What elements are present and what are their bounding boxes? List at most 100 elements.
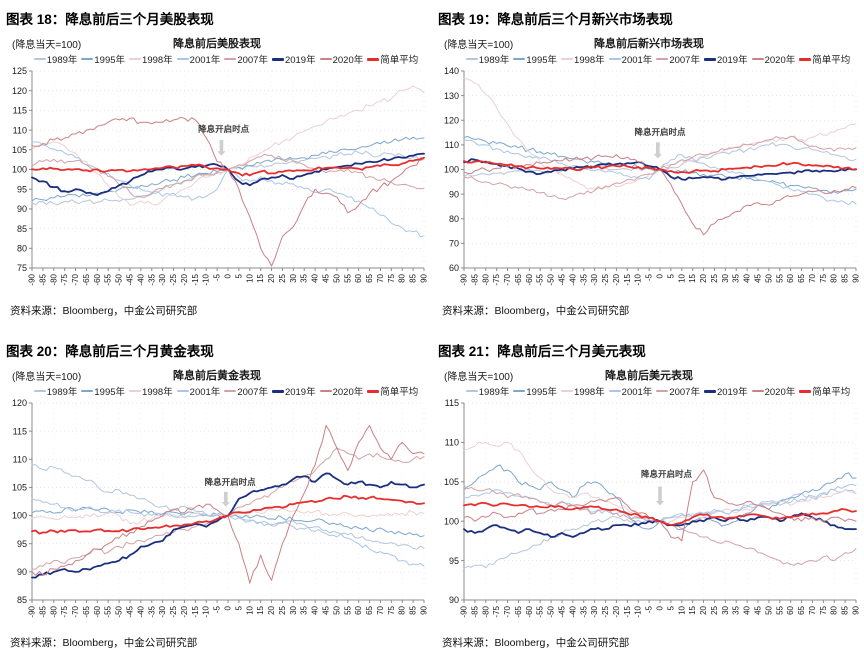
- x-tick-label: 5: [666, 273, 675, 278]
- x-tick-label: 20: [267, 605, 276, 614]
- x-tick-label: 60: [786, 605, 795, 614]
- x-tick-label: 35: [732, 605, 741, 614]
- y-tick-label: 115: [445, 398, 459, 408]
- cut-day-annotation: 降息开启时点: [641, 469, 693, 506]
- legend-label: 2020年: [764, 55, 796, 66]
- legend-label: 1989年: [46, 55, 78, 66]
- x-tick-label: 40: [311, 605, 320, 614]
- legend-swatch: [656, 390, 669, 392]
- legend-item-2001年: 2001年: [176, 52, 221, 66]
- legend-label: 1995年: [526, 55, 558, 66]
- x-tick-label: -85: [470, 605, 479, 617]
- legend-swatch: [81, 390, 94, 392]
- y-tick-label: 90: [17, 204, 27, 214]
- down-arrow-icon: [221, 491, 231, 507]
- chart-20-unit-label: (降息当天=100): [12, 372, 82, 383]
- x-tick-label: 50: [764, 605, 773, 614]
- y-tick-label: 100: [444, 516, 459, 526]
- y-tick-label: 60: [449, 263, 459, 273]
- legend-swatch: [81, 58, 94, 60]
- y-tick-label: 90: [449, 189, 459, 199]
- x-tick-label: 5: [666, 605, 675, 610]
- legend-item-2001年: 2001年: [608, 384, 652, 398]
- x-tick-label: -5: [213, 605, 222, 613]
- x-tick-label: -60: [525, 273, 534, 285]
- legend-label: 1998年: [574, 55, 605, 66]
- legend-swatch: [561, 390, 574, 392]
- y-tick-label: 100: [12, 511, 27, 521]
- x-tick-label: 0: [224, 605, 233, 610]
- x-tick-label: -20: [180, 273, 189, 285]
- legend-item-2007年: 2007年: [656, 384, 700, 398]
- legend-label: 1995年: [526, 387, 558, 398]
- x-tick-label: 25: [278, 605, 287, 614]
- x-tick-label: 30: [289, 273, 298, 282]
- x-tick-label: -45: [126, 273, 135, 285]
- legend-label: 2001年: [189, 55, 221, 66]
- x-tick-label: 60: [354, 605, 363, 614]
- legend-label: 1989年: [478, 55, 510, 66]
- legend-item-1995年: 1995年: [513, 52, 557, 66]
- chart-18-source: 资料来源：Bloomberg，中金公司研究部: [10, 305, 198, 317]
- x-tick-label: -50: [547, 273, 556, 285]
- y-tick-label: 90: [17, 567, 27, 577]
- legend-item-1995年: 1995年: [513, 384, 557, 398]
- legend-item-2019年: 2019年: [703, 52, 748, 66]
- x-tick-label: -10: [634, 605, 643, 617]
- x-tick-label: -65: [82, 605, 91, 617]
- x-tick-label: 70: [376, 605, 385, 614]
- x-tick-label: -35: [147, 273, 156, 285]
- x-tick-label: -40: [568, 273, 577, 285]
- legend-swatch: [799, 389, 812, 393]
- legend-label: 1998年: [142, 55, 173, 66]
- legend-label: 1995年: [94, 55, 126, 66]
- series-line-2019年: [31, 472, 425, 579]
- legend-swatch: [271, 389, 284, 393]
- x-tick-label: 40: [311, 273, 320, 282]
- x-tick-label: 75: [819, 605, 828, 614]
- annotation-label: 降息开启时点: [205, 477, 257, 487]
- y-tick-label: 105: [12, 483, 27, 493]
- y-tick-label: 80: [17, 243, 27, 253]
- chart-panel-20: 图表 20：降息前后三个月黄金表现 (降息当天=100) 降息前后黄金表现 19…: [0, 332, 432, 664]
- x-tick-label: 10: [245, 605, 254, 614]
- chart-21-unit-label: (降息当天=100): [444, 372, 514, 383]
- x-tick-label: 65: [365, 273, 374, 282]
- x-tick-label: -40: [136, 273, 145, 285]
- y-tick-label: 80: [449, 214, 459, 224]
- x-tick-label: 25: [278, 273, 287, 282]
- legend-item-1998年: 1998年: [561, 384, 605, 398]
- legend-item-1995年: 1995年: [81, 52, 125, 66]
- chart-19-title: 降息前后新兴市场表现: [594, 38, 704, 50]
- legend-label: 简单平均: [380, 55, 419, 66]
- x-tick-label: 75: [387, 273, 396, 282]
- x-tick-label: -10: [202, 273, 211, 285]
- chart-19-heading: 图表 19：降息前后三个月新兴市场表现: [438, 12, 673, 27]
- x-tick-label: -65: [514, 605, 523, 617]
- cut-day-annotation: 降息开启时点: [205, 477, 257, 507]
- x-tick-label: 0: [656, 273, 665, 278]
- legend-swatch: [608, 390, 621, 392]
- legend-swatch: [799, 57, 812, 61]
- x-tick-label: -20: [180, 605, 189, 617]
- legend-label: 1998年: [142, 387, 173, 398]
- chart-21-title: 降息前后美元表现: [605, 370, 693, 382]
- y-tick-label: 120: [12, 398, 27, 408]
- legend-swatch: [656, 58, 669, 60]
- y-tick-label: 120: [444, 115, 459, 125]
- x-tick-label: -30: [590, 273, 599, 285]
- x-tick-label: -90: [460, 605, 469, 617]
- legend-swatch: [33, 390, 46, 392]
- x-tick-label: -75: [492, 273, 501, 285]
- legend-label: 2020年: [332, 387, 364, 398]
- x-tick-label: 35: [300, 273, 309, 282]
- legend-item-1995年: 1995年: [81, 384, 125, 398]
- legend-item-2020年: 2020年: [751, 384, 795, 398]
- x-tick-label: 30: [721, 605, 730, 614]
- down-arrow-icon: [653, 142, 663, 159]
- y-tick-label: 140: [444, 66, 459, 76]
- x-tick-label: -30: [158, 605, 167, 617]
- x-tick-label: 15: [256, 273, 265, 282]
